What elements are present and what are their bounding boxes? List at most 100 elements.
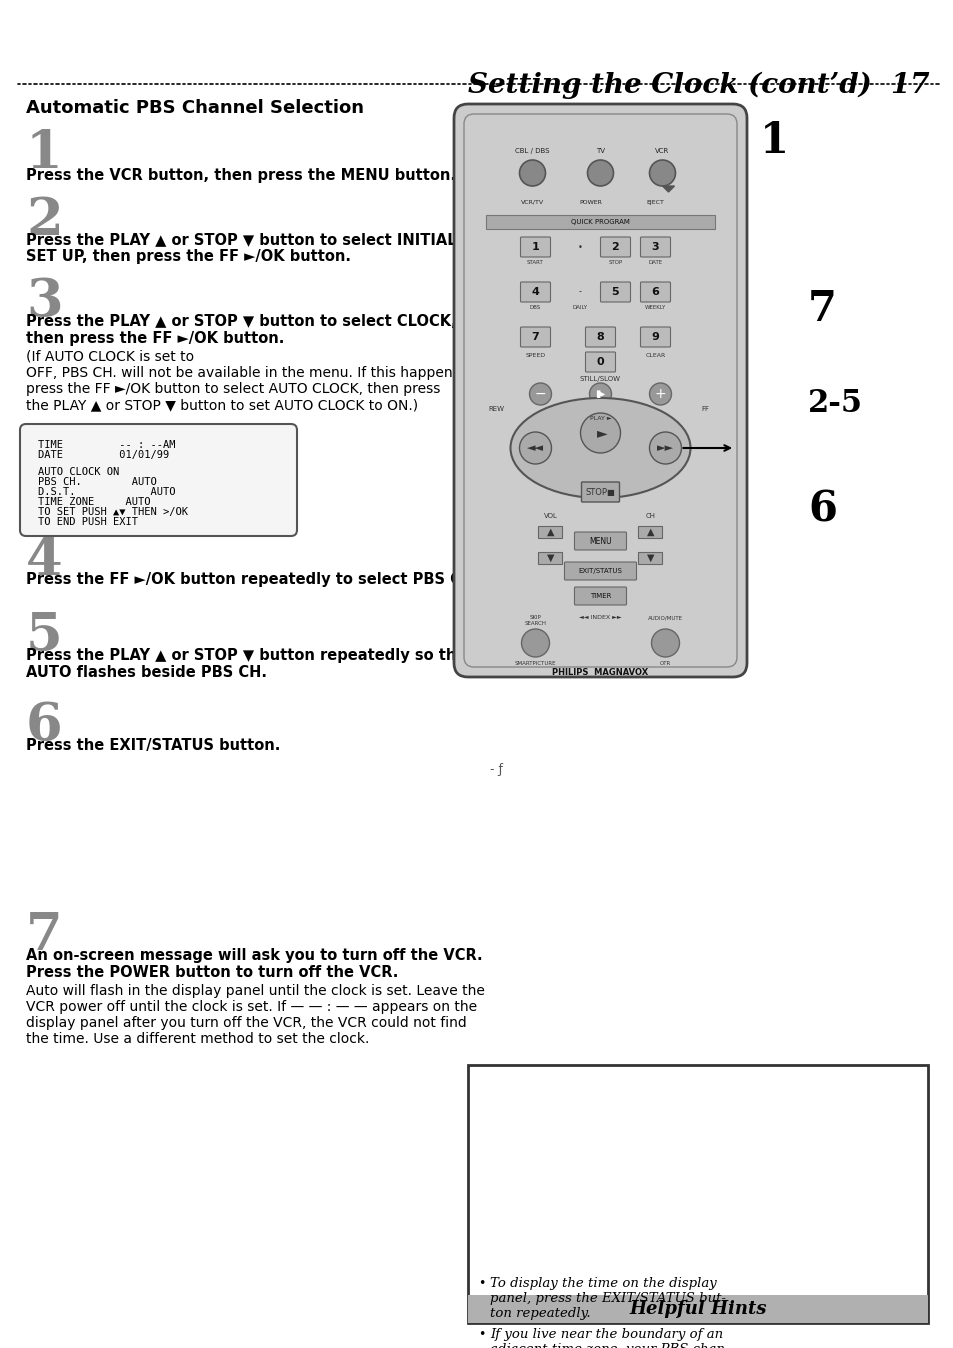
- FancyBboxPatch shape: [574, 586, 626, 605]
- Text: WEEKLY: WEEKLY: [644, 305, 665, 310]
- Text: STOP: STOP: [608, 260, 622, 266]
- Text: SET UP, then press the FF ►/OK button.: SET UP, then press the FF ►/OK button.: [26, 249, 351, 264]
- Bar: [537, 526, 562, 538]
- Text: ◄◄ INDEX ►►: ◄◄ INDEX ►►: [578, 615, 621, 620]
- Text: ▲: ▲: [646, 527, 654, 537]
- Text: ton repeatedly.: ton repeatedly.: [490, 1308, 590, 1320]
- Circle shape: [519, 160, 545, 186]
- Text: 3: 3: [26, 276, 63, 328]
- Text: Setting the Clock (cont’d)  17: Setting the Clock (cont’d) 17: [468, 71, 929, 100]
- FancyBboxPatch shape: [639, 282, 670, 302]
- Text: panel, press the EXIT/STATUS but-: panel, press the EXIT/STATUS but-: [490, 1291, 725, 1305]
- Text: Press the PLAY ▲ or STOP ▼ button repeatedly so that: Press the PLAY ▲ or STOP ▼ button repeat…: [26, 648, 473, 663]
- Text: adjacent time zone, your PBS chan-: adjacent time zone, your PBS chan-: [490, 1343, 729, 1348]
- Text: •: •: [477, 1277, 485, 1290]
- Text: -: -: [578, 287, 581, 297]
- Text: ▲: ▲: [546, 527, 554, 537]
- Text: TIME         -- : --AM: TIME -- : --AM: [38, 439, 175, 450]
- Text: OFF, PBS CH. will not be available in the menu. If this happens,: OFF, PBS CH. will not be available in th…: [26, 367, 464, 380]
- Text: ◄◄: ◄◄: [526, 443, 543, 453]
- Text: DATE         01/01/99: DATE 01/01/99: [38, 450, 169, 460]
- FancyBboxPatch shape: [581, 483, 618, 501]
- Text: 6: 6: [807, 488, 836, 530]
- Text: PBS CH.        AUTO: PBS CH. AUTO: [38, 477, 156, 487]
- Circle shape: [649, 431, 680, 464]
- Text: AUDIO/MUTE: AUDIO/MUTE: [647, 615, 682, 620]
- Text: TO END PUSH EXIT: TO END PUSH EXIT: [38, 518, 138, 527]
- Text: If you live near the boundary of an: If you live near the boundary of an: [490, 1328, 722, 1341]
- Text: REW: REW: [488, 406, 503, 412]
- Text: display panel after you turn off the VCR, the VCR could not find: display panel after you turn off the VCR…: [26, 1016, 466, 1030]
- Circle shape: [521, 630, 549, 656]
- Text: Press the POWER button to turn off the VCR.: Press the POWER button to turn off the V…: [26, 965, 398, 980]
- FancyBboxPatch shape: [639, 328, 670, 346]
- Text: - ƒ: - ƒ: [490, 763, 502, 776]
- Text: TV: TV: [596, 148, 604, 154]
- FancyBboxPatch shape: [599, 237, 630, 257]
- Bar: [638, 526, 661, 538]
- Text: PLAY ►: PLAY ►: [589, 417, 611, 421]
- Text: MENU: MENU: [589, 537, 611, 546]
- Text: 1: 1: [531, 243, 538, 252]
- Text: 6: 6: [651, 287, 659, 297]
- Text: 1: 1: [760, 120, 788, 162]
- FancyBboxPatch shape: [520, 237, 550, 257]
- Text: 0: 0: [596, 357, 603, 367]
- FancyBboxPatch shape: [520, 328, 550, 346]
- Text: STILL/SLOW: STILL/SLOW: [579, 376, 620, 381]
- Text: VCR power off until the clock is set. If — — : — — appears on the: VCR power off until the clock is set. If…: [26, 1000, 476, 1014]
- Text: D.S.T.            AUTO: D.S.T. AUTO: [38, 487, 175, 497]
- Text: TO SET PUSH ▲▼ THEN >/OK: TO SET PUSH ▲▼ THEN >/OK: [38, 507, 188, 518]
- Text: 2-5: 2-5: [807, 388, 862, 419]
- Circle shape: [649, 383, 671, 404]
- Text: then press the FF ►/OK button.: then press the FF ►/OK button.: [26, 332, 284, 346]
- Text: 4: 4: [26, 535, 63, 586]
- Text: −: −: [534, 387, 546, 400]
- Text: PHILIPS  MAGNAVOX: PHILIPS MAGNAVOX: [552, 669, 648, 677]
- FancyBboxPatch shape: [574, 532, 626, 550]
- FancyBboxPatch shape: [564, 562, 636, 580]
- Text: the time. Use a different method to set the clock.: the time. Use a different method to set …: [26, 1033, 369, 1046]
- Text: EXIT/STATUS: EXIT/STATUS: [578, 568, 621, 574]
- Bar: [638, 551, 661, 563]
- Text: AUTO CLOCK ON: AUTO CLOCK ON: [38, 466, 119, 477]
- Text: Press the PLAY ▲ or STOP ▼ button to select CLOCK,: Press the PLAY ▲ or STOP ▼ button to sel…: [26, 314, 456, 329]
- Text: CLEAR: CLEAR: [644, 353, 665, 359]
- Text: FF: FF: [700, 406, 708, 412]
- Text: 2: 2: [26, 195, 63, 245]
- FancyBboxPatch shape: [639, 237, 670, 257]
- Text: 7: 7: [807, 288, 836, 330]
- Text: CH: CH: [645, 514, 655, 519]
- Bar: [468, 1295, 927, 1322]
- Text: ▮▸: ▮▸: [595, 390, 605, 399]
- Circle shape: [651, 630, 679, 656]
- Text: 6: 6: [26, 700, 63, 751]
- Text: 7: 7: [26, 910, 63, 961]
- Text: DAILY: DAILY: [573, 305, 587, 310]
- Text: SPEED: SPEED: [525, 353, 545, 359]
- Text: EJECT: EJECT: [646, 200, 663, 205]
- Bar: [537, 551, 562, 563]
- Text: STOP■: STOP■: [585, 488, 615, 496]
- Circle shape: [519, 431, 551, 464]
- Text: ▼: ▼: [646, 553, 654, 563]
- Text: -: -: [654, 287, 657, 297]
- Text: ▼: ▼: [546, 553, 554, 563]
- FancyBboxPatch shape: [599, 282, 630, 302]
- FancyBboxPatch shape: [585, 328, 615, 346]
- Text: the PLAY ▲ or STOP ▼ button to set AUTO CLOCK to ON.): the PLAY ▲ or STOP ▼ button to set AUTO …: [26, 398, 417, 412]
- FancyBboxPatch shape: [20, 425, 296, 537]
- Text: 5: 5: [611, 287, 618, 297]
- Ellipse shape: [510, 398, 690, 497]
- Circle shape: [649, 160, 675, 186]
- Text: SKIP
SEARCH: SKIP SEARCH: [524, 615, 546, 625]
- Text: Press the PLAY ▲ or STOP ▼ button to select INITIAL: Press the PLAY ▲ or STOP ▼ button to sel…: [26, 232, 456, 247]
- Text: Auto will flash in the display panel until the clock is set. Leave the: Auto will flash in the display panel unt…: [26, 984, 484, 998]
- Text: 1: 1: [26, 128, 63, 179]
- Text: 7: 7: [531, 332, 538, 342]
- Text: ►: ►: [597, 426, 607, 439]
- FancyBboxPatch shape: [585, 352, 615, 372]
- Text: +: +: [654, 387, 665, 400]
- Bar: [485, 214, 714, 229]
- Text: 9: 9: [651, 332, 659, 342]
